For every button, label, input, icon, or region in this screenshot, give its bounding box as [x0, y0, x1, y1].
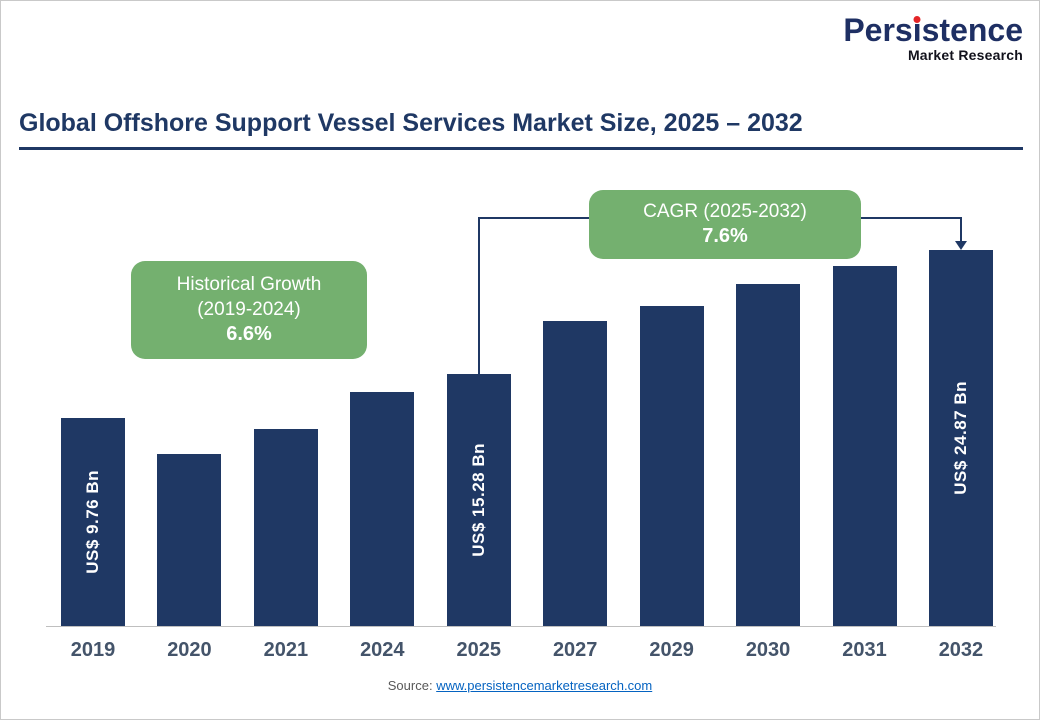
cagr-bracket-left-line [478, 217, 480, 374]
bar-2024 [350, 392, 415, 626]
historical-growth-value: 6.6% [226, 323, 272, 345]
x-axis-label-2025: 2025 [456, 639, 502, 661]
x-axis-label-2027: 2027 [552, 639, 598, 661]
x-axis-label-2032: 2032 [938, 639, 984, 661]
bar-chart-plot-area: US$ 9.76 Bn US$ 15.28 Bn US$ 24.87 Bn [61, 246, 993, 626]
bar-value-label-2032: US$ 24.87 Bn [950, 381, 970, 495]
cagr-callout: CAGR (2025-2032) 7.6% [589, 190, 861, 259]
cagr-arrow-down-icon [955, 241, 967, 250]
bar-value-label-2025: US$ 15.28 Bn [468, 443, 488, 557]
cagr-label: CAGR (2025-2032) [643, 201, 807, 222]
bar-2029 [639, 306, 704, 626]
historical-growth-callout: Historical Growth (2019-2024) 6.6% [131, 261, 367, 359]
x-axis-label-2029: 2029 [649, 639, 694, 661]
bar-2032: US$ 24.87 Bn [928, 250, 993, 626]
x-axis-label-2030: 2030 [745, 639, 791, 661]
bar-2025: US$ 15.28 Bn [446, 374, 511, 626]
x-axis-label-2031: 2031 [842, 639, 887, 661]
page-title: Global Offshore Support Vessel Services … [19, 109, 803, 137]
source-prefix: Source: [387, 678, 437, 693]
bar-2021 [253, 429, 318, 626]
logo-red-dot-icon [913, 16, 921, 23]
historical-growth-period: (2019-2024) [197, 299, 301, 320]
x-axis-line [46, 626, 996, 627]
brand-name: Persı stence [843, 12, 1023, 48]
cagr-bracket-right-line [960, 217, 962, 242]
bar-2020 [157, 454, 222, 626]
x-axis-label-2019: 2019 [70, 639, 116, 661]
bar-2019: US$ 9.76 Bn [61, 418, 125, 626]
bar-2030 [736, 284, 801, 626]
bar-value-label-2019: US$ 9.76 Bn [83, 470, 102, 574]
brand-subtitle: Market Research [907, 47, 1023, 63]
x-axis-label-2024: 2024 [360, 639, 405, 661]
historical-growth-label: Historical Growth [176, 274, 322, 295]
x-axis-labels: 2019 2020 2021 2024 2025 2027 2029 2030 … [61, 639, 993, 662]
source-line: Source: www.persistencemarketresearch.co… [1, 678, 1039, 693]
x-axis-label-2020: 2020 [167, 639, 212, 661]
cagr-value: 7.6% [702, 225, 748, 247]
x-axis-label-2021: 2021 [263, 639, 309, 661]
bar-2031 [832, 266, 897, 626]
source-link[interactable]: www.persistencemarketresearch.com [436, 678, 653, 693]
brand-logo: Persı stence Market Research [843, 13, 1023, 63]
title-underline [19, 147, 1023, 150]
bar-2027 [543, 321, 608, 626]
